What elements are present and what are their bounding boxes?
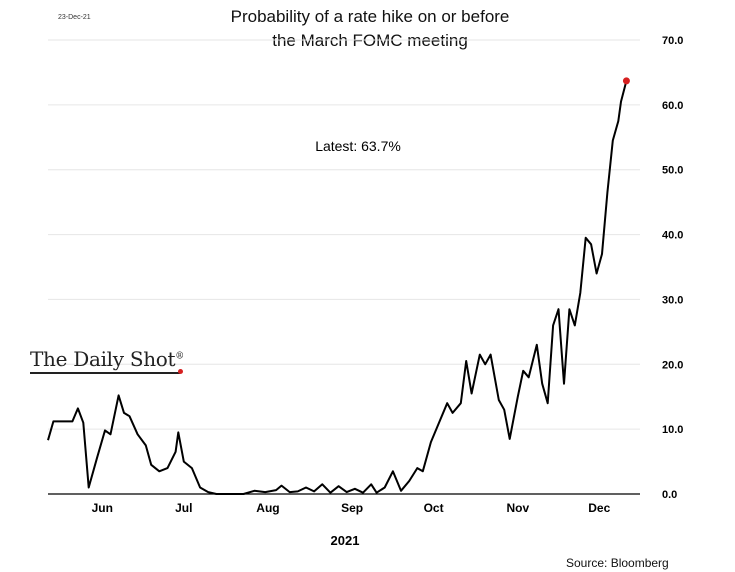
x-axis-label: 2021 bbox=[331, 533, 360, 548]
y-tick-label: 50.0 bbox=[662, 165, 683, 177]
y-tick-label: 60.0 bbox=[662, 100, 683, 112]
y-tick-label: 0.0 bbox=[662, 489, 677, 501]
brand-mark: ® bbox=[175, 351, 184, 362]
x-tick-label: Nov bbox=[506, 501, 529, 515]
brand-logo: The Daily Shot® bbox=[30, 347, 184, 371]
latest-marker bbox=[622, 77, 630, 85]
date-stamp: 23-Dec-21 bbox=[58, 14, 91, 21]
x-tick-label: Oct bbox=[424, 501, 444, 515]
source-note: Source: Bloomberg bbox=[566, 556, 669, 570]
gridlines bbox=[48, 39, 640, 430]
y-tick-label: 70.0 bbox=[662, 35, 683, 47]
y-tick-label: 20.0 bbox=[662, 359, 683, 371]
brand-underline bbox=[30, 372, 180, 374]
y-tick-label: 30.0 bbox=[662, 294, 683, 306]
title-line-1: Probability of a rate hike on or before bbox=[230, 7, 510, 26]
brand-text: The Daily Shot bbox=[30, 347, 176, 371]
x-tick-label: Aug bbox=[256, 501, 279, 515]
x-axis-ticks: Jun Jul Aug Sep Oct Nov Dec bbox=[92, 501, 611, 515]
x-tick-label: Jul bbox=[175, 501, 192, 515]
x-tick-label: Sep bbox=[341, 501, 363, 515]
x-tick-label: Dec bbox=[588, 501, 610, 515]
y-axis-ticks: 0.0 10.0 20.0 30.0 40.0 50.0 60.0 70.0 bbox=[662, 35, 683, 501]
brand-dot bbox=[178, 369, 183, 374]
y-tick-label: 10.0 bbox=[662, 424, 683, 436]
latest-annotation: Latest: 63.7% bbox=[315, 138, 401, 154]
x-tick-label: Jun bbox=[92, 501, 113, 515]
y-tick-label: 40.0 bbox=[662, 230, 683, 242]
series-line bbox=[47, 80, 628, 495]
